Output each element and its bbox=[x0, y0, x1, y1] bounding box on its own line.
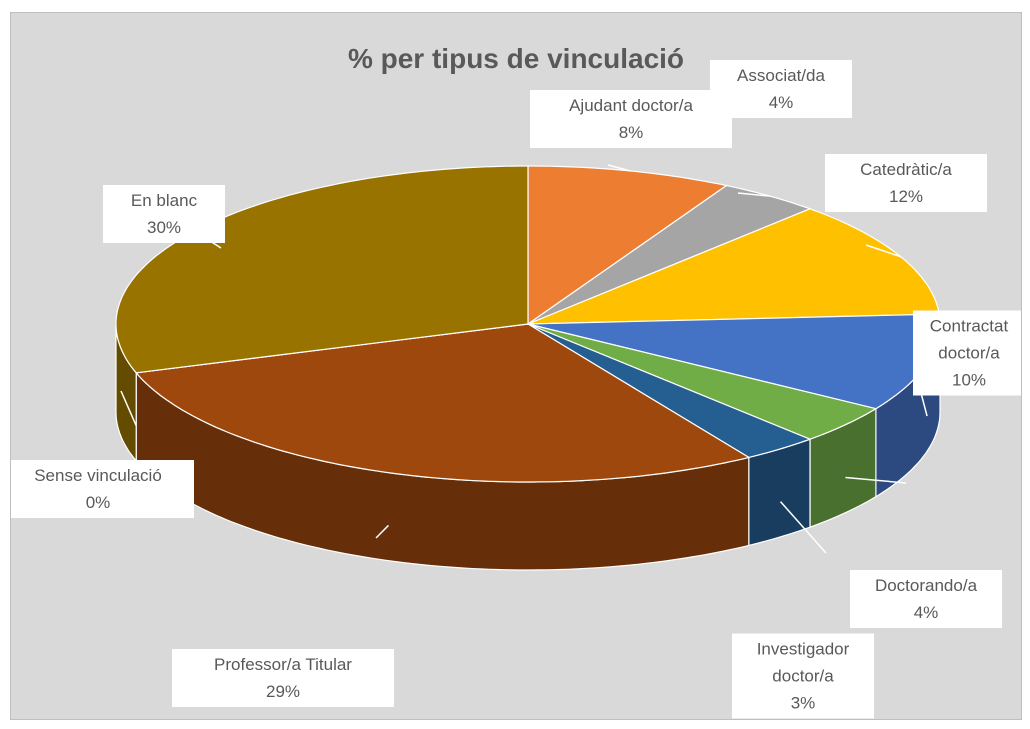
category-label: Investigador doctor/a bbox=[756, 639, 850, 686]
category-label: Doctorando/a bbox=[874, 576, 978, 595]
value-label: 8% bbox=[618, 123, 644, 142]
data-label: Investigador doctor/a 3% bbox=[732, 633, 874, 719]
data-label: Doctorando/a 4% bbox=[850, 570, 1002, 628]
leader-line bbox=[737, 192, 771, 197]
leader-line bbox=[845, 476, 907, 484]
value-label: 4% bbox=[768, 93, 794, 112]
leader-line bbox=[375, 524, 389, 539]
data-label: Contractat doctor/a 10% bbox=[913, 310, 1021, 396]
data-label: Sense vinculació 0% bbox=[11, 460, 194, 518]
data-label: Catedràtic/a 12% bbox=[825, 154, 987, 212]
leader-line bbox=[607, 164, 631, 172]
category-label: Associat/da bbox=[737, 66, 825, 85]
category-label: Professor/a Titular bbox=[214, 655, 352, 674]
value-label: 12% bbox=[888, 187, 924, 206]
category-label: Sense vinculació bbox=[34, 466, 162, 485]
slice bbox=[527, 323, 878, 440]
leader-line bbox=[120, 390, 137, 426]
leader-line bbox=[865, 244, 902, 258]
value-label: 0% bbox=[85, 493, 111, 512]
category-label: Ajudant doctor/a bbox=[569, 96, 693, 115]
slice bbox=[527, 184, 812, 325]
chart-title: % per tipus de vinculació bbox=[347, 43, 685, 74]
pie-plot bbox=[115, 164, 941, 571]
slice bbox=[135, 323, 751, 483]
data-label: Professor/a Titular 29% bbox=[172, 649, 394, 707]
value-label: 10% bbox=[951, 370, 987, 390]
value-label: 30% bbox=[146, 218, 182, 237]
data-label: Ajudant doctor/a 8% bbox=[530, 90, 732, 148]
category-label: En blanc bbox=[130, 191, 198, 210]
chart: % per tipus de vinculació Ajudant doctor… bbox=[10, 12, 1022, 720]
value-label: 3% bbox=[790, 693, 816, 713]
data-label: En blanc 30% bbox=[103, 185, 225, 243]
value-label: 29% bbox=[265, 682, 301, 701]
category-label: Contractat doctor/a bbox=[929, 316, 1009, 363]
slice bbox=[527, 323, 812, 459]
leader-line bbox=[779, 501, 827, 554]
leader-line bbox=[920, 392, 928, 417]
category-label: Catedràtic/a bbox=[860, 160, 952, 179]
slice bbox=[527, 208, 940, 325]
value-label: 4% bbox=[913, 603, 939, 622]
data-label: Associat/da 4% bbox=[710, 60, 852, 118]
